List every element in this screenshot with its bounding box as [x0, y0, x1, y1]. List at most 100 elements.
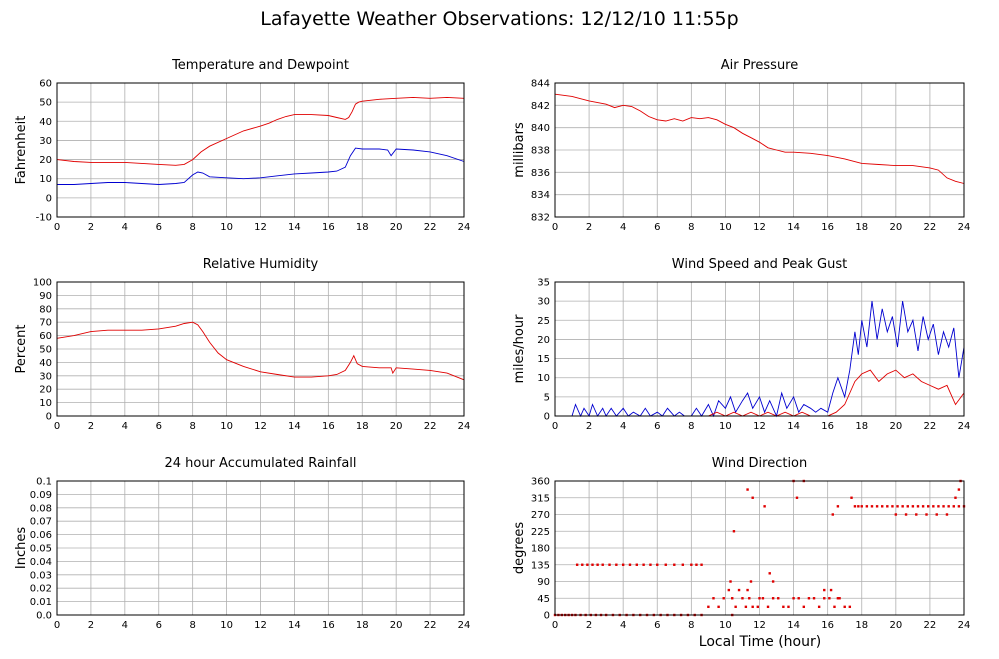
wind_speed-chart: 0 2 4 6 8 10 12 14 16 18 20 22 2405101520253035Wind …	[512, 257, 970, 432]
wind_direction-point	[628, 563, 632, 566]
wind_direction-point	[945, 513, 949, 516]
x-tick-label: 8	[189, 620, 195, 631]
wind_direction-point	[756, 605, 759, 609]
wind_direction-point	[947, 505, 950, 508]
y-tick-label: 20	[39, 155, 52, 166]
wind_direction-point	[906, 505, 909, 508]
x-tick-label: 6	[156, 620, 162, 631]
x-tick-label: 18	[855, 620, 868, 631]
wind_direction-point	[763, 505, 766, 508]
wind_direction-point	[727, 588, 731, 592]
wind_direction-point	[787, 605, 790, 609]
y-tick-label: 5	[544, 392, 550, 403]
wind_direction-point	[712, 597, 715, 600]
wind_direction-point	[865, 505, 869, 508]
wind_direction-point	[860, 505, 863, 508]
x-tick-label: 4	[122, 421, 128, 432]
x-tick-label: 8	[189, 421, 195, 432]
x-tick-label: 8	[688, 421, 694, 432]
wind_direction-point	[916, 505, 920, 508]
y-tick-label: 0.06	[30, 530, 52, 541]
wind_direction-point	[927, 505, 930, 508]
y-tick-label: 840	[531, 123, 550, 134]
rainfall-chart: 0 2 4 6 8 10 12 14 16 18 20 22 240.00.010.020.030.04…	[14, 456, 470, 631]
y-tick-label: 0.1	[36, 477, 52, 488]
x-tick-label: 20	[390, 421, 403, 432]
wind_direction-point	[792, 597, 795, 600]
wind_direction-point	[656, 563, 659, 566]
wind_direction-point	[746, 488, 749, 491]
wind_direction-point	[777, 597, 780, 600]
x-tick-label: 24	[958, 421, 971, 432]
y-tick-label: 0.07	[30, 517, 52, 528]
temperature-y-axis-label: Fahrenheit	[14, 116, 29, 185]
wind_direction-point	[734, 605, 737, 609]
y-tick-label: 0	[46, 193, 52, 204]
wind_direction-point	[901, 505, 904, 508]
wind_direction-point	[937, 505, 940, 508]
wind_direction-point	[807, 597, 811, 600]
y-tick-label: 10	[39, 174, 52, 185]
wind_direction-point	[957, 488, 961, 491]
x-tick-label: 0	[552, 620, 558, 631]
x-tick-label: 0	[54, 222, 60, 233]
wind_speed-series-line-0	[555, 301, 965, 418]
wind_direction-point	[749, 580, 753, 583]
x-tick-label: 20	[889, 620, 902, 631]
y-tick-label: 135	[531, 560, 550, 571]
y-tick-label: 30	[537, 297, 550, 308]
x-tick-label: 16	[322, 421, 335, 432]
temperature-title: Temperature and Dewpoint	[171, 58, 349, 73]
y-tick-label: 60	[39, 79, 52, 90]
wind_direction-point	[581, 563, 584, 566]
y-tick-label: 0	[544, 611, 550, 622]
y-tick-label: 10	[537, 373, 550, 384]
wind_direction-point	[729, 580, 732, 583]
temperature-series-line-0	[56, 96, 465, 166]
x-tick-label: 8	[688, 620, 694, 631]
wind_direction-point	[857, 505, 860, 508]
wind_speed-series-line-1	[555, 369, 965, 417]
x-tick-label: 6	[654, 222, 660, 233]
x-tick-label: 6	[654, 421, 660, 432]
wind_direction-point	[911, 505, 915, 508]
x-tick-label: 20	[390, 222, 403, 233]
x-tick-label: 6	[156, 222, 162, 233]
x-tick-label: 14	[288, 222, 301, 233]
x-tick-label: 16	[821, 620, 834, 631]
x-tick-label: 16	[322, 620, 335, 631]
x-tick-label: 2	[586, 222, 592, 233]
wind_direction-point	[768, 572, 771, 575]
x-tick-label: 4	[122, 222, 128, 233]
wind_direction-point	[886, 505, 889, 508]
temperature-series-line-1	[57, 147, 465, 185]
pressure-plot-frame	[554, 82, 965, 218]
x-tick-label: 24	[458, 222, 471, 233]
x-tick-label: 12	[753, 222, 766, 233]
x-tick-label: 14	[787, 421, 800, 432]
y-tick-label: 50	[39, 98, 52, 109]
x-tick-label: 12	[753, 421, 766, 432]
wind_direction-y-axis-label: degrees	[512, 522, 527, 575]
y-tick-label: 838	[531, 146, 550, 157]
x-tick-label: 6	[156, 421, 162, 432]
y-tick-label: 80	[39, 304, 52, 315]
wind_direction-point	[904, 513, 908, 516]
x-tick-label: 20	[390, 620, 403, 631]
wind_direction-point	[621, 563, 625, 566]
page-title: Lafayette Weather Observations: 12/12/10…	[260, 8, 739, 30]
y-tick-label: 40	[39, 117, 52, 128]
humidity-series-line-0	[56, 321, 465, 381]
wind_direction-point	[761, 597, 765, 600]
humidity-y-axis-label: Percent	[14, 325, 29, 374]
wind_direction-point	[758, 597, 761, 600]
wind_direction-point	[853, 505, 857, 508]
x-tick-label: 18	[356, 421, 369, 432]
x-tick-label: 0	[54, 421, 60, 432]
wind_direction-point	[586, 563, 589, 566]
x-tick-label: 2	[88, 620, 94, 631]
wind_direction-point	[915, 513, 918, 516]
wind_direction-point	[744, 605, 748, 609]
wind_direction-point	[615, 563, 618, 566]
